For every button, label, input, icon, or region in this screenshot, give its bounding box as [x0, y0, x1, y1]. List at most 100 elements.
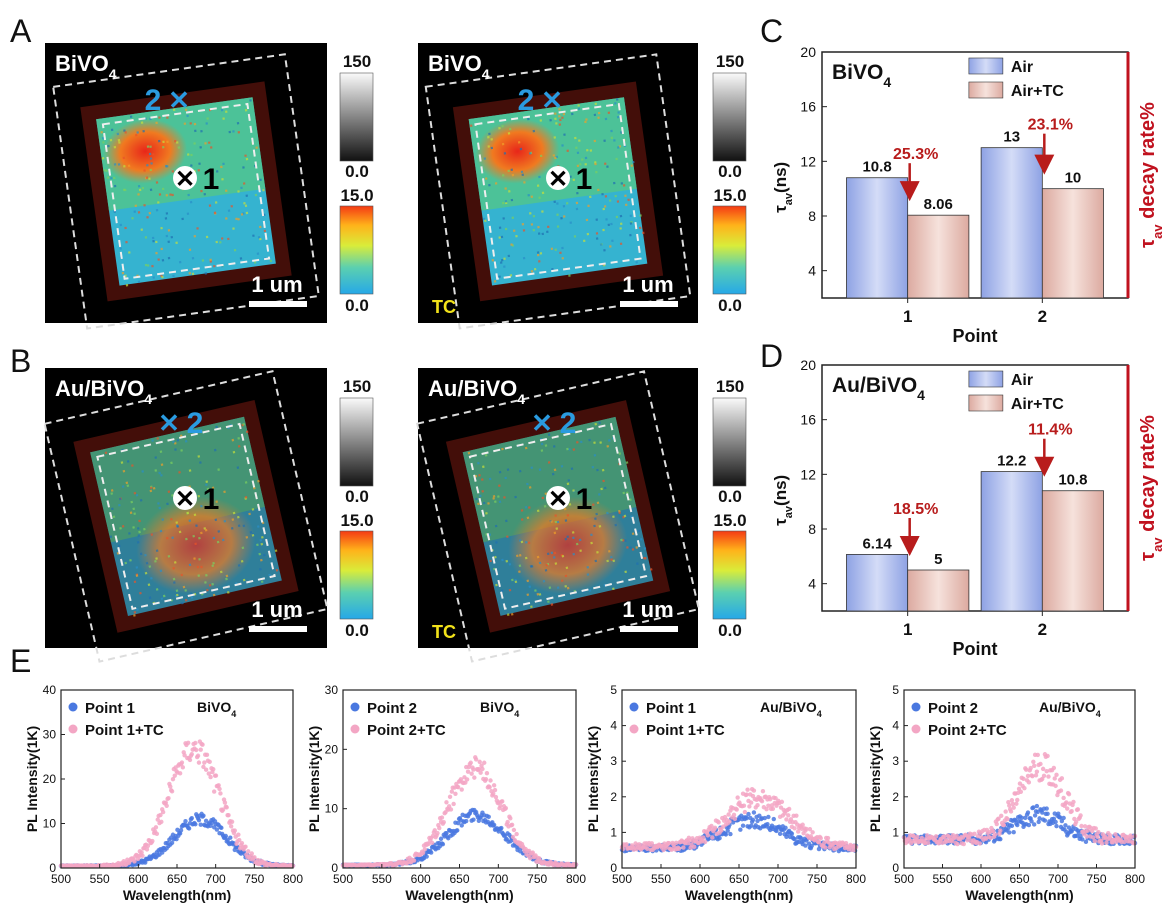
data-point — [744, 815, 749, 821]
speckle — [511, 173, 515, 177]
speckle — [240, 213, 244, 216]
data-point — [765, 822, 770, 827]
speckle — [128, 532, 131, 535]
speckle — [214, 518, 218, 522]
data-point — [676, 846, 682, 851]
speckle — [214, 201, 218, 204]
speckle — [201, 259, 205, 262]
data-point — [438, 836, 444, 841]
speckle — [148, 596, 152, 600]
speckle — [504, 200, 508, 203]
data-point — [764, 807, 769, 812]
speckle — [482, 217, 486, 221]
x-axis-label: Point — [953, 326, 998, 346]
data-point — [998, 836, 1003, 842]
speckle — [165, 536, 169, 540]
speckle — [586, 573, 590, 576]
data-point — [150, 838, 155, 844]
data-point — [988, 835, 993, 840]
speckle — [612, 559, 616, 563]
speckle — [593, 113, 597, 117]
speckle — [124, 131, 127, 134]
speckle — [182, 585, 186, 589]
speckle — [547, 461, 551, 464]
inner-dashed-box — [474, 102, 642, 280]
scale-bar — [620, 626, 678, 632]
speckle — [559, 118, 562, 122]
data-point — [1131, 840, 1137, 846]
speckle — [556, 225, 560, 228]
data-point — [1032, 763, 1037, 769]
speckle — [561, 246, 564, 250]
outer-dashed-box — [52, 53, 320, 330]
data-point — [1053, 783, 1058, 789]
speckle — [142, 129, 145, 133]
data-point — [1042, 818, 1048, 823]
data-point — [1107, 833, 1113, 838]
y-tick-label: 0 — [610, 861, 617, 875]
speckle — [240, 559, 244, 563]
speckle — [523, 181, 526, 184]
bar-value-label: 10 — [1065, 170, 1082, 187]
speckle — [618, 452, 622, 455]
speckle — [228, 130, 231, 134]
speckle — [538, 196, 541, 199]
data-point — [955, 841, 960, 847]
speckle — [508, 588, 512, 592]
point-label-2: 2 — [145, 84, 162, 117]
speckle — [225, 574, 229, 578]
bar-value-label: 10.8 — [1058, 472, 1087, 489]
intensity-min: 0.0 — [345, 487, 369, 506]
speckle — [166, 140, 169, 144]
y-tick-label: 12 — [800, 466, 816, 482]
speckle — [193, 122, 197, 126]
x-tick-label: 800 — [566, 872, 586, 886]
speckle — [620, 538, 623, 542]
y-axis-label: PL Intensity(1K) — [306, 726, 322, 832]
speckle — [237, 524, 241, 528]
speckle — [155, 588, 159, 591]
speckle — [204, 142, 207, 145]
data-point — [194, 747, 199, 753]
speckle — [604, 117, 608, 121]
data-point — [498, 803, 503, 808]
speckle — [243, 202, 246, 205]
speckle — [631, 532, 635, 535]
speckle — [261, 535, 264, 539]
speckle — [510, 243, 513, 246]
data-point — [1019, 815, 1024, 820]
data-point — [1007, 803, 1012, 808]
data-point — [203, 767, 209, 772]
speckle — [637, 529, 641, 533]
data-point — [1005, 816, 1010, 822]
data-point — [1034, 769, 1040, 774]
speckle — [530, 195, 534, 198]
data-point — [933, 834, 939, 839]
speckle — [167, 490, 171, 493]
speckle — [186, 114, 189, 118]
y-tick-label: 10 — [325, 802, 339, 816]
speckle — [135, 133, 138, 137]
speckle — [215, 500, 219, 503]
inner-dashed-box — [96, 422, 276, 611]
speckle — [235, 217, 238, 221]
speckle — [526, 593, 530, 597]
speckle — [554, 520, 558, 524]
data-point — [1090, 835, 1096, 840]
data-point — [509, 822, 515, 827]
speckle — [607, 223, 611, 227]
speckle — [604, 162, 607, 165]
x-tick-label: 2 — [1038, 307, 1047, 326]
speckle — [638, 226, 642, 230]
x-tick-label: 700 — [768, 872, 788, 886]
y-axis-label: PL Intensity(1K) — [867, 726, 883, 832]
speckle — [121, 485, 125, 488]
speckle — [495, 583, 498, 587]
data-point — [179, 760, 185, 765]
speckle — [112, 176, 116, 180]
speckle — [502, 201, 505, 205]
data-point — [786, 813, 791, 818]
data-point — [178, 828, 184, 833]
speckle — [603, 139, 606, 142]
speckle — [575, 207, 579, 211]
